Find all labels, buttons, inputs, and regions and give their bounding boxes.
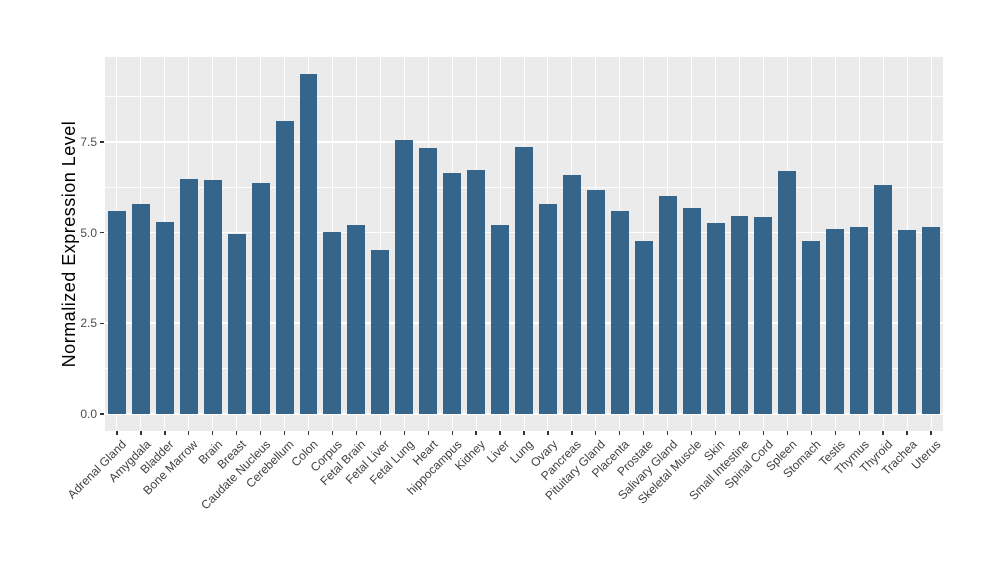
x-tick-mark	[810, 431, 812, 435]
bar-lung	[515, 146, 533, 414]
x-tick-mark	[690, 431, 693, 435]
x-tick-mark	[523, 431, 525, 435]
bar-bone-marrow	[179, 179, 198, 414]
y-tick-mark	[100, 141, 104, 143]
x-tick-mark	[595, 431, 597, 435]
y-axis-title: Normalized Expression Level	[59, 120, 79, 368]
y-tick-mark	[100, 413, 104, 415]
x-tick-mark	[858, 431, 860, 435]
x-tick-mark	[906, 431, 908, 435]
y-tick-mark	[100, 322, 104, 324]
bar-fetal-brain	[347, 224, 366, 414]
bar-ovary	[538, 203, 557, 414]
bar-pituitary-gland	[586, 190, 605, 414]
x-tick-label: Liver	[483, 437, 513, 466]
bar-colon	[299, 74, 318, 414]
x-tick-mark	[499, 431, 501, 435]
x-tick-mark	[643, 431, 645, 435]
x-tick-mark	[140, 431, 142, 435]
bar-amygdala	[131, 203, 150, 414]
x-tick-mark	[427, 431, 429, 435]
bar-breast	[227, 234, 246, 414]
bar-placenta	[610, 210, 629, 414]
x-tick-mark	[283, 431, 286, 435]
x-tick-mark	[379, 431, 381, 435]
bar-spleen	[778, 170, 797, 414]
bar-heart	[419, 148, 438, 414]
y-tick-label: 0.0	[80, 406, 97, 421]
bar-stomach	[802, 241, 821, 414]
x-tick-mark	[331, 431, 334, 435]
bar-kidney	[467, 170, 486, 414]
bar-trachea	[898, 230, 917, 414]
bar-pancreas	[562, 175, 581, 414]
bar-testis	[826, 228, 845, 414]
x-tick-mark	[355, 431, 358, 435]
x-tick-mark	[259, 431, 262, 435]
bar-salivary-gland	[658, 196, 677, 414]
bar-uterus	[922, 227, 940, 414]
x-tick-mark	[475, 431, 477, 435]
bar-hippocampus	[443, 172, 462, 414]
x-tick-mark	[571, 431, 573, 435]
gridline-vertical	[379, 57, 381, 431]
bar-brain	[203, 179, 222, 414]
x-tick-mark	[834, 431, 836, 435]
bar-prostate	[634, 240, 653, 414]
bar-corpus	[323, 231, 342, 414]
x-tick-mark	[714, 431, 717, 435]
bar-spinal-cord	[754, 216, 773, 414]
x-tick-mark	[236, 431, 238, 435]
bar-bladder	[155, 221, 174, 414]
bar-fetal-lung	[395, 140, 414, 414]
bar-skeletal-muscle	[682, 208, 701, 414]
x-tick-mark	[547, 431, 549, 435]
x-tick-mark	[882, 431, 884, 435]
x-tick-mark	[619, 431, 621, 435]
x-tick-mark	[403, 431, 405, 435]
y-tick-mark	[100, 231, 104, 234]
bar-caudate-nucleus	[251, 182, 270, 414]
bar-thymus	[850, 227, 869, 414]
plot-panel	[105, 57, 943, 431]
y-tick-label: 7.5	[80, 134, 97, 149]
x-tick-mark	[307, 431, 310, 435]
y-tick-label: 2.5	[80, 316, 97, 331]
x-tick-mark	[786, 431, 789, 435]
x-tick-mark	[451, 431, 453, 435]
x-tick-mark	[738, 431, 741, 435]
bar-small-intestine	[730, 216, 749, 414]
bar-liver	[491, 224, 510, 414]
x-tick-mark	[188, 431, 190, 435]
y-tick-label: 5.0	[80, 225, 97, 240]
bar-adrenal-gland	[107, 211, 126, 414]
x-tick-mark	[164, 431, 166, 435]
x-tick-mark	[930, 431, 932, 435]
x-tick-mark	[762, 431, 765, 435]
bar-cerebellum	[275, 121, 294, 414]
x-tick-mark	[667, 431, 669, 435]
bar-skin	[706, 222, 725, 414]
x-tick-mark	[116, 431, 118, 435]
bar-fetal-liver	[371, 249, 390, 414]
x-tick-mark	[212, 431, 214, 435]
bar-thyroid	[874, 185, 893, 414]
